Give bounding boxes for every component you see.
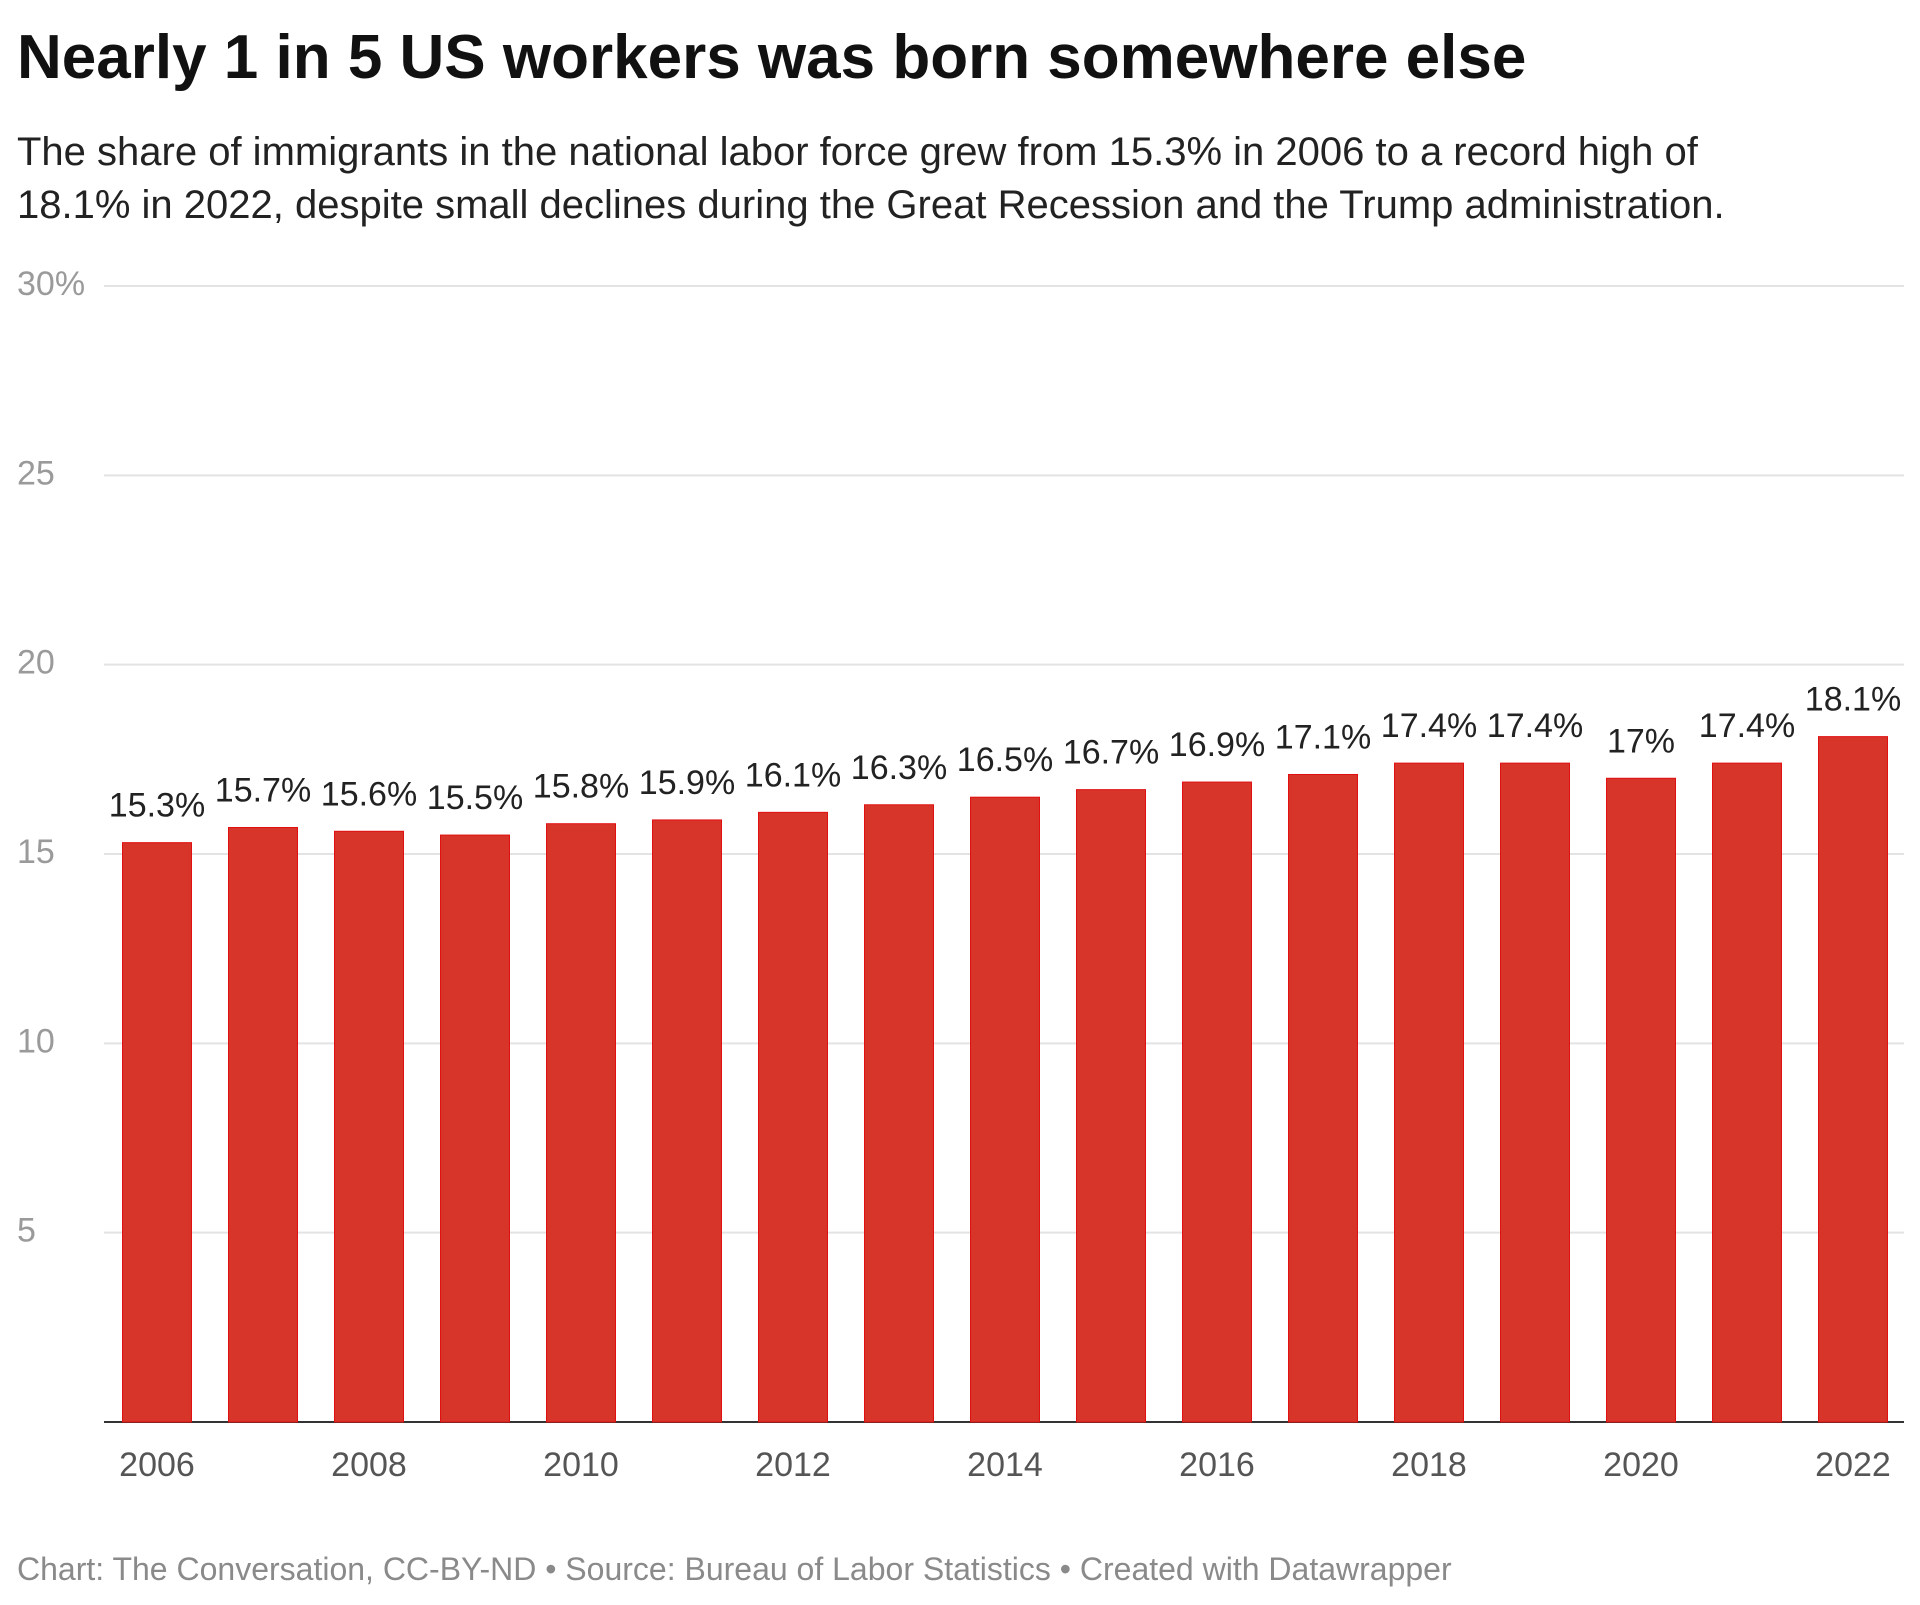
data-label: 16.1% bbox=[745, 756, 841, 794]
bar-2010 bbox=[546, 823, 616, 1423]
data-label: 17.1% bbox=[1275, 718, 1371, 756]
chart-title: Nearly 1 in 5 US workers was born somewh… bbox=[17, 23, 1526, 92]
bar-2006 bbox=[122, 842, 192, 1423]
bar-2012 bbox=[758, 811, 828, 1423]
bar-2019 bbox=[1500, 762, 1570, 1423]
bar-2014 bbox=[970, 796, 1040, 1423]
x-tick-label: 2010 bbox=[543, 1446, 619, 1484]
x-tick-label: 2008 bbox=[331, 1446, 407, 1484]
data-label: 16.5% bbox=[957, 741, 1053, 779]
y-tick-label: 25 bbox=[17, 454, 55, 492]
bar-2009 bbox=[440, 834, 510, 1423]
bar-2011 bbox=[652, 819, 722, 1423]
y-tick-label: 30% bbox=[17, 265, 85, 303]
bar-2017 bbox=[1288, 773, 1358, 1423]
data-label: 15.3% bbox=[109, 787, 205, 825]
x-tick-label: 2016 bbox=[1179, 1446, 1255, 1484]
bar-2018 bbox=[1394, 762, 1464, 1423]
data-label: 16.3% bbox=[851, 749, 947, 787]
bar-2021 bbox=[1712, 762, 1782, 1423]
data-label: 16.7% bbox=[1063, 734, 1159, 772]
data-label: 18.1% bbox=[1805, 681, 1901, 719]
bar-2007 bbox=[228, 826, 298, 1423]
data-label: 15.7% bbox=[215, 771, 311, 809]
data-label: 16.9% bbox=[1169, 726, 1265, 764]
data-label: 17% bbox=[1607, 722, 1675, 760]
x-tick-label: 2012 bbox=[755, 1446, 831, 1484]
bar-2013 bbox=[864, 804, 934, 1423]
data-label: 17.4% bbox=[1487, 707, 1583, 745]
chart-subtitle-line-2: 18.1% in 2022, despite small declines du… bbox=[17, 183, 1725, 227]
y-tick-label: 15 bbox=[17, 833, 55, 871]
data-label: 15.6% bbox=[321, 775, 417, 813]
bar-2020 bbox=[1606, 777, 1676, 1423]
bar-2022 bbox=[1818, 736, 1888, 1423]
y-tick-label: 20 bbox=[17, 644, 55, 682]
chart-subtitle-line-1: The share of immigrants in the national … bbox=[17, 130, 1699, 174]
x-tick-label: 2018 bbox=[1391, 1446, 1467, 1484]
bar-2008 bbox=[334, 830, 404, 1423]
x-tick-label: 2014 bbox=[967, 1446, 1043, 1484]
bar-2016 bbox=[1182, 781, 1252, 1423]
x-tick-label: 2020 bbox=[1603, 1446, 1679, 1484]
bar-2015 bbox=[1076, 789, 1146, 1423]
x-tick-label: 2006 bbox=[119, 1446, 195, 1484]
x-tick-label: 2022 bbox=[1815, 1446, 1891, 1484]
data-label: 15.5% bbox=[427, 779, 523, 817]
data-label: 17.4% bbox=[1381, 707, 1477, 745]
y-tick-label: 5 bbox=[17, 1212, 36, 1250]
data-label: 15.9% bbox=[639, 764, 735, 802]
chart-footer: Chart: The Conversation, CC-BY-ND • Sour… bbox=[17, 1551, 1452, 1587]
y-tick-label: 10 bbox=[17, 1022, 55, 1060]
data-label: 15.8% bbox=[533, 768, 629, 806]
data-label: 17.4% bbox=[1699, 707, 1795, 745]
